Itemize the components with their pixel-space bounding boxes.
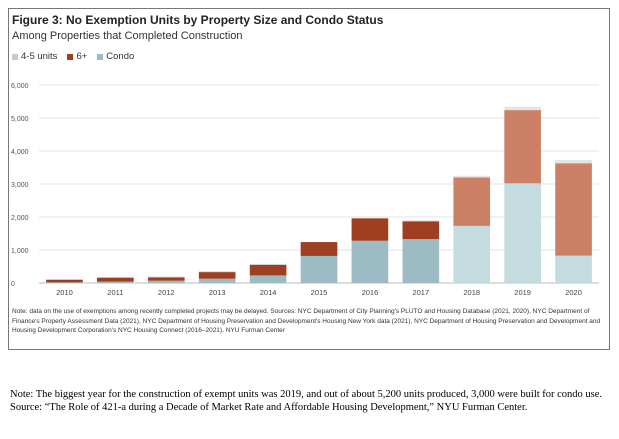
bar-4-5-units-2013 — [198, 271, 236, 273]
bar-6-plus-2018 — [453, 177, 491, 226]
figure-note: Note: data on the use of exemptions amon… — [12, 308, 601, 334]
bar-condo-2019 — [504, 183, 541, 283]
legend-item-4-5-units: 4-5 units — [12, 51, 57, 62]
bar-condo-2010 — [46, 282, 83, 283]
bar-6-plus-2011 — [97, 277, 134, 282]
y-tick-label: 4,000 — [11, 149, 29, 156]
x-tick-label: 2018 — [463, 288, 480, 297]
bar-condo-2020 — [555, 255, 592, 283]
bar-6-plus-2014 — [249, 264, 287, 276]
bar-4-5-units-2017 — [402, 220, 440, 222]
bar-condo-2018 — [453, 225, 491, 283]
chart-legend: 4-5 units 6+ Condo — [12, 51, 134, 62]
x-tick-label: 2012 — [158, 288, 175, 297]
bar-condo-2015 — [300, 255, 338, 283]
y-tick-label: 5,000 — [11, 116, 29, 123]
y-tick-label: 2,000 — [11, 215, 29, 222]
bar-condo-2017 — [402, 239, 440, 283]
chart-title: Figure 3: No Exemption Units by Property… — [12, 13, 384, 27]
bar-4-5-units-2011 — [97, 277, 134, 278]
legend-swatch-condo — [97, 53, 104, 60]
x-tick-label: 2011 — [107, 288, 123, 297]
legend-swatch-6-plus — [67, 53, 74, 60]
bar-condo-2014 — [249, 275, 287, 283]
y-tick-label: 6,000 — [11, 83, 29, 90]
legend-label-6-plus: 6+ — [76, 51, 88, 62]
y-tick-label: 3,000 — [11, 182, 29, 189]
bar-4-5-units-2018 — [453, 175, 491, 178]
bar-6-plus-2010 — [46, 279, 83, 283]
x-tick-label: 2013 — [209, 288, 226, 297]
bar-condo-2011 — [97, 281, 134, 283]
chart-subtitle: Among Properties that Completed Construc… — [12, 30, 243, 42]
y-tick-label: 0 — [11, 281, 15, 288]
x-tick-label: 2019 — [514, 288, 531, 297]
bar-6-plus-2016 — [351, 218, 389, 241]
bar-6-plus-2019 — [504, 110, 541, 184]
legend-label-4-5-units: 4-5 units — [21, 51, 58, 62]
bar-4-5-units-2014 — [249, 264, 287, 265]
bar-condo-2016 — [351, 240, 389, 283]
bar-6-plus-2020 — [555, 163, 592, 256]
bar-condo-2012 — [147, 280, 185, 283]
bar-condo-2013 — [198, 278, 236, 283]
bar-6-plus-2015 — [300, 242, 338, 256]
bar-4-5-units-2012 — [147, 276, 185, 278]
x-tick-label: 2010 — [56, 288, 73, 297]
figure-panel: Figure 3: No Exemption Units by Property… — [8, 8, 610, 350]
bar-chart: 0 1,000 2,000 3,000 4,000 5,000 6,000 2010 2011 2… — [11, 83, 599, 297]
bar-6-plus-2012 — [147, 277, 185, 281]
bar-4-5-units-2019 — [504, 106, 541, 111]
x-tick-label: 2015 — [311, 288, 328, 297]
y-tick-label: 1,000 — [11, 248, 29, 255]
bar-6-plus-2013 — [198, 272, 236, 279]
legend-item-condo: Condo — [97, 51, 134, 62]
legend-item-6-plus: 6+ — [67, 51, 87, 62]
x-tick-label: 2020 — [565, 288, 582, 297]
x-tick-label: 2016 — [362, 288, 379, 297]
caption-text: Note: The biggest year for the construct… — [10, 389, 603, 413]
bar-4-5-units-2020 — [555, 159, 592, 164]
x-tick-label: 2014 — [260, 288, 277, 297]
x-tick-label: 2017 — [412, 288, 429, 297]
legend-swatch-4-5-units — [12, 53, 18, 60]
bar-6-plus-2017 — [402, 221, 440, 240]
legend-label-condo: Condo — [106, 51, 135, 62]
